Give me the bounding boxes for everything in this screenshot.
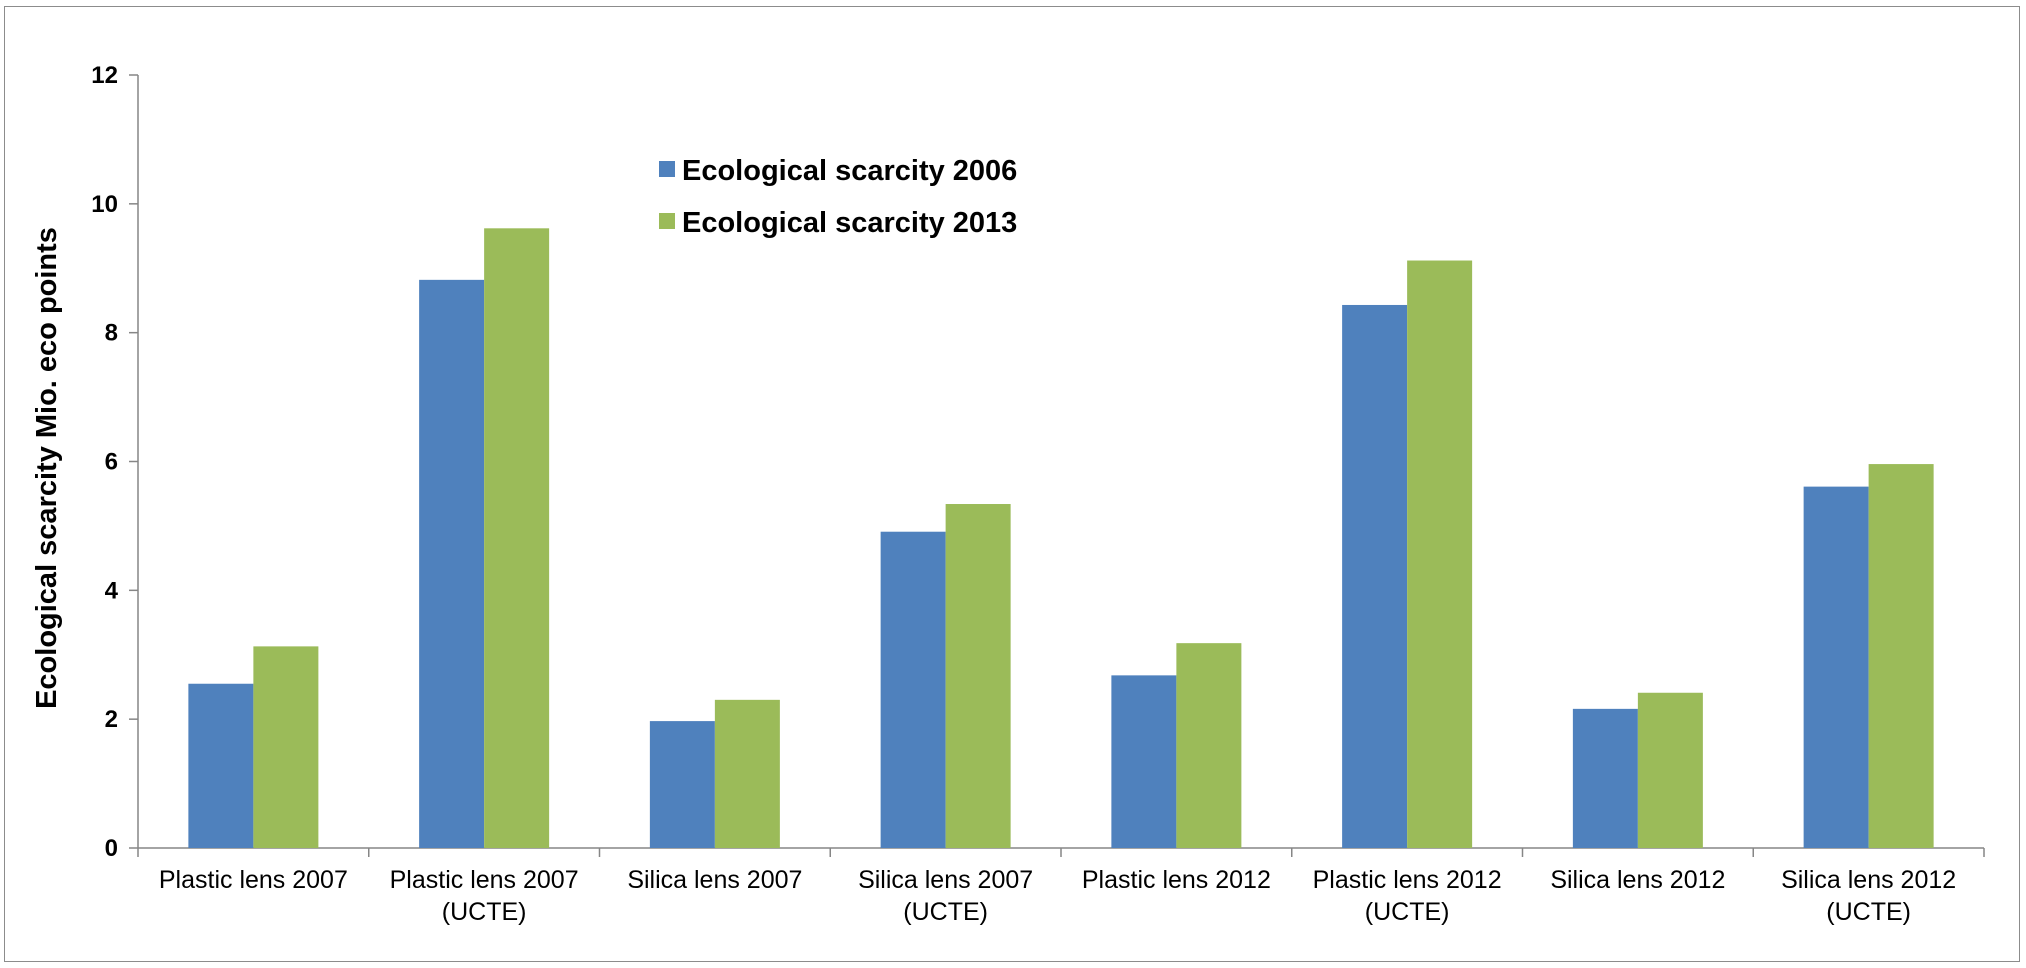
bar [188,683,254,848]
x-tick-label: (UCTE) [442,898,527,926]
x-tick-label: Silica lens 2007 [627,866,802,894]
legend: Ecological scarcity 2006 Ecological scarc… [659,155,1017,239]
category-labels: Plastic lens 2007 Plastic lens 2007 (UCTE)… [159,866,1956,926]
legend-swatch [659,213,675,229]
bar [945,504,1011,848]
legend-label: Ecological scarcity 2006 [682,155,1017,187]
y-axis-label-group: Ecological scarcity Mio. eco points [31,227,63,709]
y-tick-label: 6 [105,449,118,476]
bar [253,646,319,848]
y-tick-label: 2 [105,706,118,733]
x-tick-label: Plastic lens 2007 [159,866,348,894]
y-axis-label: Ecological scarcity Mio. eco points [31,227,63,709]
y-tick-label: 10 [91,191,118,218]
bar [1342,304,1408,848]
bar [1111,675,1177,848]
bar [484,228,550,849]
y-tick-label: 4 [105,577,119,604]
y-tick-label: 12 [91,62,118,89]
bar [1407,260,1473,848]
x-tick-label: Silica lens 2012 [1550,866,1725,894]
bar [1868,464,1934,848]
bars [188,228,1934,849]
x-tick-label: Plastic lens 2007 [390,866,579,894]
bar [419,279,485,849]
x-tick-label: (UCTE) [1826,898,1911,926]
legend-swatch [659,161,675,177]
x-tick-label: Silica lens 2007 [858,866,1033,894]
x-tick-label: Plastic lens 2012 [1313,866,1502,894]
x-tick-label: (UCTE) [1365,898,1450,926]
bar [880,531,946,848]
bar [714,699,780,848]
x-tick-label: Plastic lens 2012 [1082,866,1271,894]
bar [1803,486,1869,848]
y-tick-label: 0 [105,835,118,862]
legend-label: Ecological scarcity 2013 [682,207,1017,239]
x-tick-label: (UCTE) [903,898,988,926]
bar [1176,643,1242,848]
x-tick-label: Silica lens 2012 [1781,866,1956,894]
bar [1572,708,1638,848]
bar [649,721,715,848]
y-tick-label: 8 [105,320,118,347]
bar [1637,692,1703,848]
